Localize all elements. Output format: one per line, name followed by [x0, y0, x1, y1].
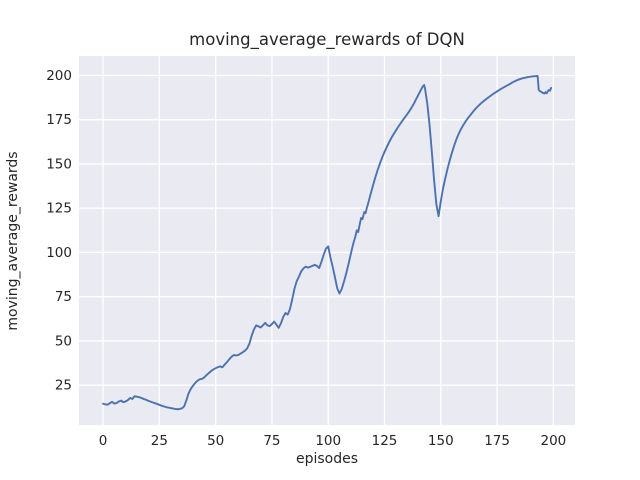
y-tick-label: 50 [55, 333, 72, 349]
series-line-moving_average_rewards [102, 75, 553, 411]
x-tick-label: 175 [484, 433, 510, 449]
y-tick-label: 200 [46, 68, 72, 84]
y-axis-label: moving_average_rewards [5, 151, 21, 331]
y-tick-label: 100 [46, 245, 72, 261]
plot-area [79, 56, 575, 425]
y-tick-label: 25 [55, 378, 72, 394]
y-tick-label: 75 [55, 289, 72, 305]
x-axis-label: episodes [295, 451, 359, 467]
x-tick-label: 100 [315, 433, 341, 449]
x-tick-label: 25 [151, 433, 168, 449]
y-tick-label: 150 [46, 156, 72, 172]
y-tick-label: 125 [46, 201, 72, 217]
x-tick-label: 50 [207, 433, 224, 449]
x-tick-label: 200 [540, 433, 566, 449]
y-tick-label: 175 [46, 112, 72, 128]
x-tick-label: 125 [372, 433, 398, 449]
x-tick-label: 75 [263, 433, 280, 449]
x-tick-label: 150 [428, 433, 454, 449]
x-tick-label: 0 [99, 433, 108, 449]
chart-title: moving_average_rewards of DQN [189, 30, 465, 49]
